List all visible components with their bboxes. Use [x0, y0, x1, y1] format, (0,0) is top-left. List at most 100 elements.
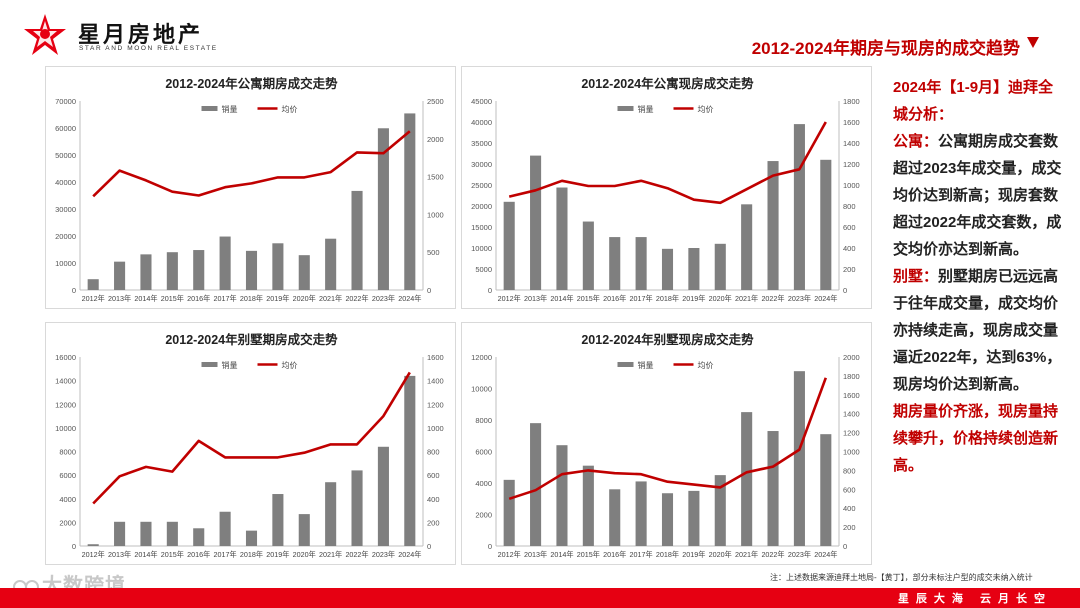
apartment-analysis: 公寓：公寓期房成交套数超过2023年成交量，成交均价达到新高；现房套数超过202…	[893, 128, 1065, 263]
bar	[87, 544, 99, 546]
y-tick-label: 0	[488, 542, 492, 551]
y-tick-label: 6000	[59, 471, 76, 480]
x-tick-label: 2023年	[788, 550, 811, 559]
legend-label: 均价	[698, 360, 714, 370]
y2-tick-label: 600	[427, 471, 440, 480]
y2-tick-label: 500	[427, 248, 440, 257]
bar	[140, 254, 152, 290]
legend-swatch-bar	[617, 106, 634, 111]
x-tick-label: 2012年	[498, 294, 521, 303]
y2-tick-label: 200	[427, 518, 440, 527]
chart-title: 2012-2024年别墅现房成交走势	[581, 332, 754, 347]
x-tick-label: 2016年	[187, 550, 210, 559]
bar	[661, 248, 674, 290]
y-tick-label: 4000	[475, 479, 492, 488]
bar	[767, 431, 779, 546]
y-tick-label: 12000	[55, 400, 76, 409]
bar	[609, 489, 621, 546]
y-tick-label: 10000	[55, 259, 76, 268]
y2-tick-label: 1800	[843, 97, 860, 106]
bar	[245, 530, 258, 546]
footer-slogan: 星辰大海 云月长空	[897, 593, 1052, 605]
legend-swatch-bar	[201, 362, 218, 367]
x-tick-label: 2015年	[577, 294, 600, 303]
bar	[219, 236, 231, 290]
y2-tick-label: 1200	[427, 400, 444, 409]
bar	[272, 494, 284, 546]
x-tick-label: 2016年	[187, 294, 210, 303]
x-tick-label: 2017年	[630, 294, 653, 303]
villa-text: 别墅期房已远远高于往年成交量，成交均价亦持续走高，现房成交量逼近2022年，达到…	[893, 268, 1062, 393]
series-line-price	[92, 130, 411, 198]
bar	[351, 190, 363, 290]
y2-tick-label: 1600	[843, 118, 860, 127]
chart-panel-villa-ready: 2012-2024年别墅现房成交走势 销量 均价 0 2000 4000 6000 8000 1…	[461, 322, 872, 565]
legend-label: 销量	[222, 104, 238, 114]
x-tick-label: 2024年	[398, 550, 421, 559]
x-tick-label: 2012年	[82, 294, 105, 303]
bar	[714, 243, 726, 290]
x-tick-label: 2014年	[550, 294, 573, 303]
x-tick-label: 2021年	[735, 550, 758, 559]
bar	[377, 446, 389, 546]
chart-panel-villa-offplan: 2012-2024年别墅期房成交走势 销量 均价 0 2000 4000 6000 8000 1…	[45, 322, 456, 565]
bar	[219, 511, 231, 546]
y-tick-label: 6000	[475, 448, 492, 457]
y2-tick-label: 1500	[427, 173, 444, 182]
bar	[245, 250, 258, 290]
y-tick-label: 35000	[471, 139, 492, 148]
x-tick-label: 2020年	[293, 294, 316, 303]
x-tick-label: 2016年	[603, 294, 626, 303]
y-tick-label: 45000	[471, 97, 492, 106]
y2-tick-label: 600	[843, 223, 856, 232]
page-title: 2012-2024年期房与现房的成交趋势	[751, 39, 1020, 58]
y-tick-label: 30000	[471, 160, 492, 169]
x-tick-label: 2023年	[372, 294, 395, 303]
x-tick-label: 2016年	[603, 550, 626, 559]
bar	[140, 521, 152, 546]
bar	[404, 375, 416, 546]
bar	[688, 490, 700, 546]
bar	[404, 113, 416, 290]
bar	[582, 465, 594, 546]
y-tick-label: 15000	[471, 223, 492, 232]
x-tick-label: 2014年	[134, 294, 157, 303]
x-tick-label: 2013年	[524, 294, 547, 303]
bar	[635, 237, 647, 290]
villa-analysis: 别墅：别墅期房已远远高于往年成交量，成交均价亦持续走高，现房成交量逼近2022年…	[893, 263, 1065, 398]
star-logo-icon	[24, 14, 66, 55]
chart-title: 2012-2024年公寓现房成交走势	[581, 76, 754, 91]
y2-tick-label: 1000	[427, 210, 444, 219]
x-tick-label: 2017年	[214, 550, 237, 559]
x-tick-label: 2022年	[345, 294, 368, 303]
x-tick-label: 2024年	[398, 294, 421, 303]
x-tick-label: 2012年	[498, 550, 521, 559]
x-tick-label: 2013年	[108, 550, 131, 559]
x-tick-label: 2017年	[214, 294, 237, 303]
bar	[820, 159, 832, 290]
x-tick-label: 2024年	[814, 550, 837, 559]
x-tick-label: 2018年	[240, 550, 263, 559]
bar	[530, 423, 542, 546]
y2-tick-label: 1000	[427, 424, 444, 433]
bar	[556, 445, 568, 546]
y-tick-label: 0	[72, 542, 76, 551]
y-tick-label: 10000	[471, 385, 492, 394]
legend-label: 均价	[282, 104, 298, 114]
x-tick-label: 2018年	[656, 550, 679, 559]
bar	[820, 434, 832, 546]
y2-tick-label: 1600	[843, 391, 860, 400]
x-tick-label: 2018年	[240, 294, 263, 303]
y2-tick-label: 0	[843, 542, 847, 551]
bar	[166, 521, 178, 546]
x-tick-label: 2019年	[682, 294, 705, 303]
bar	[351, 470, 363, 546]
bar	[87, 279, 99, 290]
x-tick-label: 2019年	[266, 294, 289, 303]
x-tick-label: 2013年	[108, 294, 131, 303]
y2-tick-label: 1400	[843, 410, 860, 419]
chart-title: 2012-2024年别墅期房成交走势	[165, 332, 338, 347]
y-tick-label: 10000	[55, 424, 76, 433]
